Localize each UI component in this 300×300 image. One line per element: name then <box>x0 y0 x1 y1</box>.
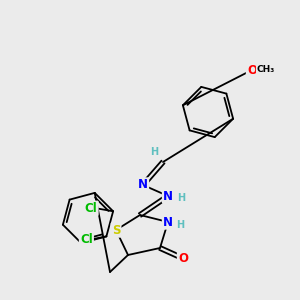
Text: N: N <box>138 178 148 191</box>
Text: H: H <box>150 147 158 157</box>
Text: O: O <box>178 251 188 265</box>
Text: H: H <box>177 193 185 203</box>
Text: N: N <box>163 190 173 202</box>
Text: Cl: Cl <box>80 233 93 246</box>
Text: Cl: Cl <box>85 202 98 215</box>
Text: O: O <box>247 64 257 76</box>
Text: N: N <box>163 215 173 229</box>
Text: H: H <box>176 220 184 230</box>
Text: CH₃: CH₃ <box>257 64 275 74</box>
Text: S: S <box>112 224 120 236</box>
